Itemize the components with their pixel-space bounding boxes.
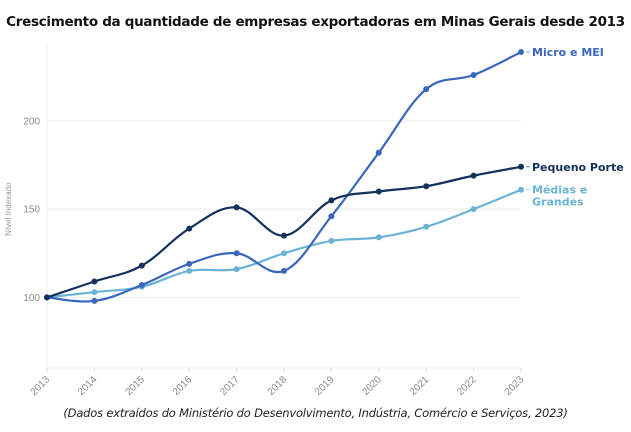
series-labels: Micro e MEI Pequeno Porte Médias e Grandes [526, 46, 624, 209]
x-tick-label: 2017 [218, 374, 242, 398]
x-tick-label: 2014 [76, 374, 100, 398]
x-tick-label: 2013 [29, 374, 53, 398]
data-point [44, 294, 50, 301]
data-point [138, 282, 145, 289]
data-point [423, 86, 430, 93]
data-point [470, 206, 477, 213]
x-tick-label: 2020 [360, 374, 384, 398]
data-point [470, 172, 477, 179]
y-axis-title: Nível Indexado [4, 182, 13, 236]
source-caption: (Dados extraídos do Ministério do Desenv… [63, 406, 568, 420]
chart-title: Crescimento da quantidade de empresas ex… [6, 14, 625, 30]
data-point [328, 213, 335, 220]
data-point [91, 297, 98, 304]
series-group [44, 49, 524, 304]
series-label: Pequeno Porte [532, 161, 624, 174]
data-point [375, 188, 382, 195]
data-point [138, 262, 145, 269]
series-label-line: Pequeno Porte [532, 161, 624, 174]
data-point [281, 232, 287, 239]
y-tick-label: 200 [23, 116, 40, 127]
data-point [233, 204, 240, 211]
x-tick-label: 2021 [408, 374, 432, 398]
x-tick-label: 2019 [313, 374, 337, 398]
series-label-line: Grandes [532, 196, 584, 209]
x-tick-label: 2018 [266, 374, 290, 398]
series-label: Médias e Grandes [532, 184, 587, 209]
gridlines [47, 120, 521, 298]
series-line-micro-e-mei [45, 50, 523, 303]
data-point [518, 49, 524, 56]
data-point [518, 186, 524, 193]
data-point [186, 260, 193, 267]
y-tick-label: 100 [23, 293, 40, 304]
data-point [186, 225, 193, 232]
data-point [470, 72, 477, 79]
x-tick-label: 2022 [455, 374, 479, 398]
series-line-m-dias-e-grandes [45, 188, 523, 299]
data-point [233, 250, 240, 257]
data-point [375, 234, 382, 241]
data-point [281, 267, 287, 274]
data-point [281, 250, 287, 257]
series-label: Micro e MEI [532, 46, 604, 59]
data-point [91, 289, 98, 296]
data-point [423, 223, 430, 230]
data-point [91, 278, 98, 285]
series-line-pequeno-porte [45, 165, 523, 299]
x-tick-label: 2015 [123, 374, 147, 398]
data-point [186, 267, 193, 274]
data-point [518, 163, 524, 170]
data-point [375, 149, 382, 156]
x-tick-label: 2016 [171, 374, 195, 398]
series-label-line: Médias e [532, 184, 587, 197]
data-point [423, 183, 430, 190]
data-point [328, 197, 335, 204]
y-tick-label: 150 [23, 205, 40, 216]
series-label-line: Micro e MEI [532, 46, 604, 59]
axes: 100 150 200 2013 2014 2015 2016 2017 2018 2019 202… [4, 45, 526, 398]
data-point [328, 237, 335, 244]
data-point [233, 266, 240, 273]
x-tick-label: 2023 [503, 374, 527, 398]
